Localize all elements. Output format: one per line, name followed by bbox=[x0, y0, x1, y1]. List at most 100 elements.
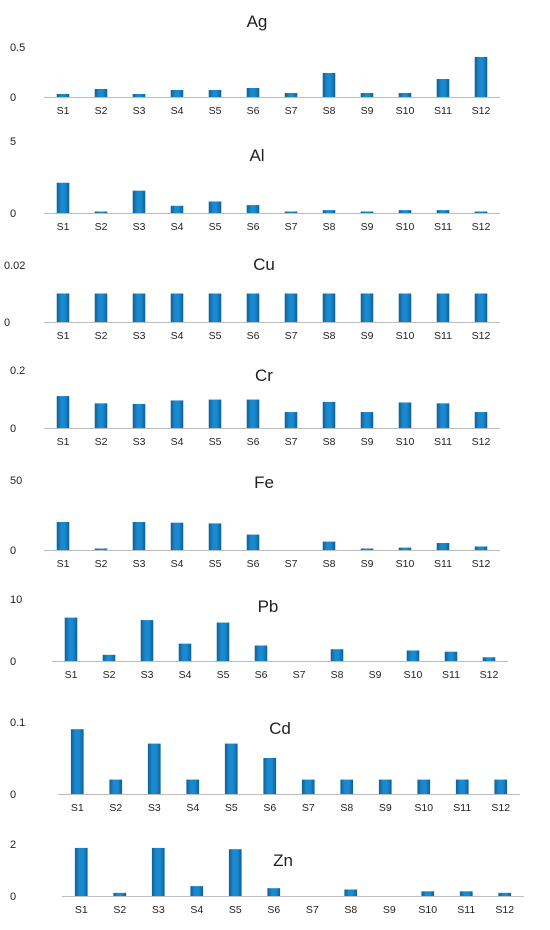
xtick-label-al-s2: S2 bbox=[95, 221, 108, 233]
xtick-label-pb-s1: S1 bbox=[65, 669, 78, 681]
xtick-label-fe-s6: S6 bbox=[247, 558, 260, 570]
bar-cr-s4 bbox=[170, 400, 184, 428]
bar-ag-s8 bbox=[322, 73, 336, 97]
bar-zn-s12 bbox=[498, 892, 512, 896]
chart-cr: Cr 0 0.2 S1 S2 S3 S4 S5 S6 S7 S8 S9 S10 S11 S12 bbox=[10, 365, 500, 448]
ytick-label-ag-min: 0 bbox=[10, 92, 16, 104]
bar-zn-s5 bbox=[228, 849, 242, 896]
bar-al-s5 bbox=[208, 201, 222, 213]
xtick-label-cr-s8: S8 bbox=[323, 436, 336, 448]
xtick-label-cd-s4: S4 bbox=[186, 802, 199, 814]
chart-title-fe: Fe bbox=[254, 473, 274, 492]
bar-cd-s10 bbox=[417, 779, 431, 794]
xtick-label-cu-s5: S5 bbox=[209, 330, 222, 342]
bar-al-s3 bbox=[132, 190, 146, 213]
bar-cd-s5 bbox=[224, 743, 238, 794]
bar-fe-s4 bbox=[170, 522, 184, 550]
xtick-label-zn-s7: S7 bbox=[306, 904, 319, 916]
xtick-label-ag-s5: S5 bbox=[209, 105, 222, 117]
chart-ag: Ag 0 0.5 S1 S2 S3 S4 S5 S6 S7 S8 S9 S10 S11 S12 bbox=[10, 12, 500, 117]
xtick-label-fe-s2: S2 bbox=[95, 558, 108, 570]
xtick-label-fe-s8: S8 bbox=[323, 558, 336, 570]
chart-title-cr: Cr bbox=[255, 366, 273, 385]
xtick-label-pb-s8: S8 bbox=[331, 669, 344, 681]
bar-cr-s8 bbox=[322, 401, 336, 428]
bar-ag-s10 bbox=[398, 93, 412, 97]
ytick-label-cd-max: 0.1 bbox=[10, 717, 25, 729]
xtick-label-ag-s3: S3 bbox=[133, 105, 146, 117]
chart-zn: Zn 0 2 S1 S2 S3 S4 S5 S6 S7 S8 S9 S10 S11 S12 bbox=[10, 839, 524, 916]
ytick-label-cr-min: 0 bbox=[10, 423, 16, 435]
xtick-label-cd-s8: S8 bbox=[340, 802, 353, 814]
xtick-label-zn-s11: S11 bbox=[457, 904, 475, 916]
bar-cr-s10 bbox=[398, 402, 412, 428]
bar-pb-s10 bbox=[406, 650, 420, 661]
bar-ag-s2 bbox=[94, 89, 108, 97]
bar-pb-s11 bbox=[444, 651, 458, 661]
chart-title-cd: Cd bbox=[269, 719, 291, 738]
chart-title-pb: Pb bbox=[258, 597, 279, 616]
xtick-label-al-s10: S10 bbox=[396, 221, 415, 233]
bar-cd-s4 bbox=[186, 779, 200, 794]
xtick-label-ag-s12: S12 bbox=[472, 105, 491, 117]
bar-cu-s12 bbox=[474, 293, 488, 322]
chart-al: Al 0 5 S1 S2 S3 S4 S5 S6 S7 S8 S9 S10 S11 S12 bbox=[10, 136, 500, 233]
bar-fe-s10 bbox=[398, 547, 412, 550]
xtick-label-al-s11: S11 bbox=[434, 221, 452, 233]
xtick-label-cr-s11: S11 bbox=[434, 436, 452, 448]
xtick-label-zn-s6: S6 bbox=[267, 904, 280, 916]
bar-pb-s5 bbox=[216, 622, 230, 661]
xtick-label-zn-s3: S3 bbox=[152, 904, 165, 916]
bar-cd-s6 bbox=[263, 758, 277, 794]
bar-zn-s6 bbox=[267, 888, 281, 896]
xtick-label-cr-s12: S12 bbox=[472, 436, 491, 448]
xtick-label-cd-s3: S3 bbox=[148, 802, 161, 814]
bar-al-s8 bbox=[322, 210, 336, 213]
bar-pb-s6 bbox=[254, 645, 268, 661]
ytick-label-pb-max: 10 bbox=[10, 594, 22, 606]
bar-cu-s7 bbox=[284, 293, 298, 322]
bar-cr-s9 bbox=[360, 412, 374, 428]
xtick-label-cu-s7: S7 bbox=[285, 330, 298, 342]
bar-fe-s8 bbox=[322, 541, 336, 550]
xtick-label-zn-s5: S5 bbox=[229, 904, 242, 916]
xtick-label-zn-s1: S1 bbox=[75, 904, 88, 916]
bar-al-s7 bbox=[284, 211, 298, 213]
xtick-label-al-s3: S3 bbox=[133, 221, 146, 233]
bar-ag-s9 bbox=[360, 93, 374, 97]
bar-pb-s1 bbox=[64, 617, 78, 661]
bar-pb-s2 bbox=[102, 654, 116, 661]
bar-zn-s11 bbox=[459, 891, 473, 896]
xtick-label-fe-s1: S1 bbox=[57, 558, 70, 570]
xtick-label-pb-s5: S5 bbox=[217, 669, 230, 681]
xtick-label-cr-s6: S6 bbox=[247, 436, 260, 448]
bar-fe-s1 bbox=[56, 522, 70, 550]
xtick-label-cr-s5: S5 bbox=[209, 436, 222, 448]
xtick-label-cu-s11: S11 bbox=[434, 330, 452, 342]
bar-zn-s1 bbox=[74, 847, 88, 896]
bar-pb-s3 bbox=[140, 620, 154, 661]
bar-ag-s1 bbox=[56, 94, 70, 97]
xtick-label-pb-s11: S11 bbox=[442, 669, 460, 681]
xtick-label-cu-s6: S6 bbox=[247, 330, 260, 342]
xtick-label-zn-s9: S9 bbox=[383, 904, 396, 916]
bar-zn-s8 bbox=[344, 889, 358, 896]
xtick-label-ag-s4: S4 bbox=[171, 105, 184, 117]
bar-cu-s8 bbox=[322, 293, 336, 322]
bar-pb-s12 bbox=[482, 657, 496, 661]
xtick-label-cd-s11: S11 bbox=[453, 802, 471, 814]
bar-cd-s7 bbox=[301, 779, 315, 794]
bar-cr-s6 bbox=[246, 399, 260, 428]
ytick-label-zn-max: 2 bbox=[10, 839, 16, 851]
ytick-label-al-min: 0 bbox=[10, 208, 16, 220]
ytick-label-cd-min: 0 bbox=[10, 789, 16, 801]
xtick-label-al-s9: S9 bbox=[361, 221, 374, 233]
chart-fe: Fe 0 50 S1 S2 S3 S4 S5 S6 S7 S8 S9 S10 S11 S12 bbox=[10, 473, 500, 570]
bar-cu-s1 bbox=[56, 293, 70, 322]
xtick-label-cd-s7: S7 bbox=[302, 802, 315, 814]
xtick-label-cu-s3: S3 bbox=[133, 330, 146, 342]
bar-al-s1 bbox=[56, 182, 70, 213]
bar-pb-s4 bbox=[178, 643, 192, 661]
bar-ag-s3 bbox=[132, 94, 146, 97]
